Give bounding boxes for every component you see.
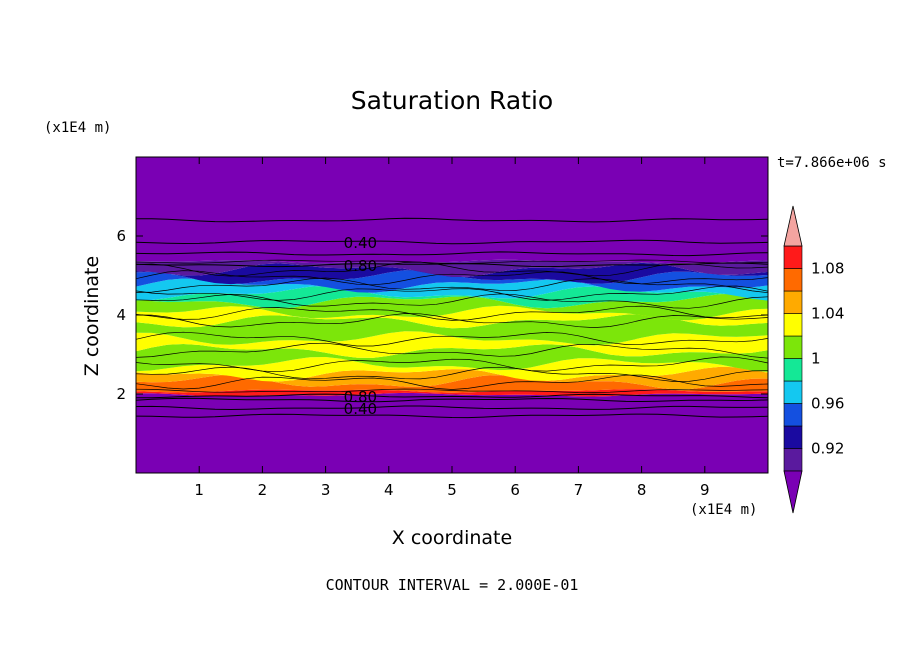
chart-title: Saturation Ratio: [350, 86, 554, 115]
x-tick-label: 1: [194, 481, 204, 499]
contour-line: [135, 277, 769, 294]
x-axis-label: X coordinate: [391, 527, 513, 549]
contour-line: [135, 397, 769, 403]
y-axis-label: Z coordinate: [81, 255, 103, 377]
y-tick-label: 4: [116, 306, 126, 324]
contour-line: [135, 356, 769, 373]
saturation-band: [136, 331, 768, 358]
colorbar-segment: [783, 290, 803, 314]
colorbar-tick-label: 1.04: [811, 305, 844, 323]
colorbar-segment: [783, 313, 803, 337]
contour-line: [135, 262, 769, 268]
contour-line: [136, 393, 769, 399]
x-tick-label: 9: [700, 481, 710, 499]
colorbar-segment: [783, 403, 803, 427]
saturation-band: [136, 375, 768, 393]
saturation-band: [136, 357, 768, 382]
saturation-band: [136, 293, 768, 321]
contour-line: [135, 305, 769, 321]
colorbar-segment: [783, 425, 803, 449]
colorbar-tick-label: 0.92: [811, 440, 844, 458]
saturation-band: [136, 259, 768, 277]
contour-line: [135, 270, 769, 286]
x-tick-label: 5: [447, 481, 457, 499]
contour-line: [135, 331, 769, 347]
saturation-band: [136, 157, 768, 264]
contour-line: [135, 251, 769, 257]
saturation-band: [136, 344, 768, 372]
x-tick-label: 4: [384, 481, 394, 499]
x-tick-label: 2: [258, 481, 268, 499]
saturation-band: [136, 285, 768, 309]
contour-line: [135, 405, 769, 411]
y-tick-label: 6: [116, 227, 126, 245]
contour-interval-note: CONTOUR INTERVAL = 2.000E-01: [325, 576, 579, 594]
saturation-band: [136, 314, 768, 346]
colorbar-under-arrow: [783, 470, 803, 514]
contour-line: [135, 374, 769, 390]
contour-line: [135, 313, 769, 328]
saturation-band: [136, 366, 768, 390]
saturation-band: [136, 262, 768, 285]
x-axis-unit: (x1E4 m): [690, 502, 758, 518]
contour-line: [136, 217, 769, 223]
colorbar-segment: [783, 245, 803, 269]
contour-label: 0.40: [344, 400, 377, 418]
y-tick-label: 2: [116, 385, 126, 403]
saturation-band: [136, 278, 768, 301]
x-tick-label: 6: [510, 481, 520, 499]
colorbar-tick-label: 1: [811, 350, 821, 368]
colorbar-segment: [783, 335, 803, 359]
saturation-band: [136, 270, 768, 293]
contour-line: [135, 342, 769, 359]
x-tick-label: 7: [574, 481, 584, 499]
colorbar-segment: [783, 358, 803, 382]
colorbar-over-arrow: [783, 205, 803, 247]
contour-line: [135, 239, 769, 245]
contour-line: [135, 293, 769, 309]
saturation-band: [136, 305, 768, 329]
colorbar-segment: [783, 380, 803, 404]
colorbar-segment: [783, 448, 803, 472]
x-tick-label: 8: [637, 481, 647, 499]
contour-label: 0.40: [344, 234, 377, 252]
contour-line: [135, 285, 769, 301]
colorbar-tick-label: 1.08: [811, 260, 844, 278]
contour-label: 0.80: [344, 388, 377, 406]
contour-line: [135, 413, 769, 419]
colorbar-segment: [783, 268, 803, 292]
timestamp-label: t=7.866e+06 s: [777, 155, 887, 171]
contour-line: [135, 388, 769, 393]
contour-label: 0.80: [344, 257, 377, 275]
colorbar-tick-label: 0.96: [811, 395, 844, 413]
x-tick-label: 3: [321, 481, 331, 499]
y-axis-unit: (x1E4 m): [44, 120, 112, 136]
saturation-band: [136, 392, 768, 473]
